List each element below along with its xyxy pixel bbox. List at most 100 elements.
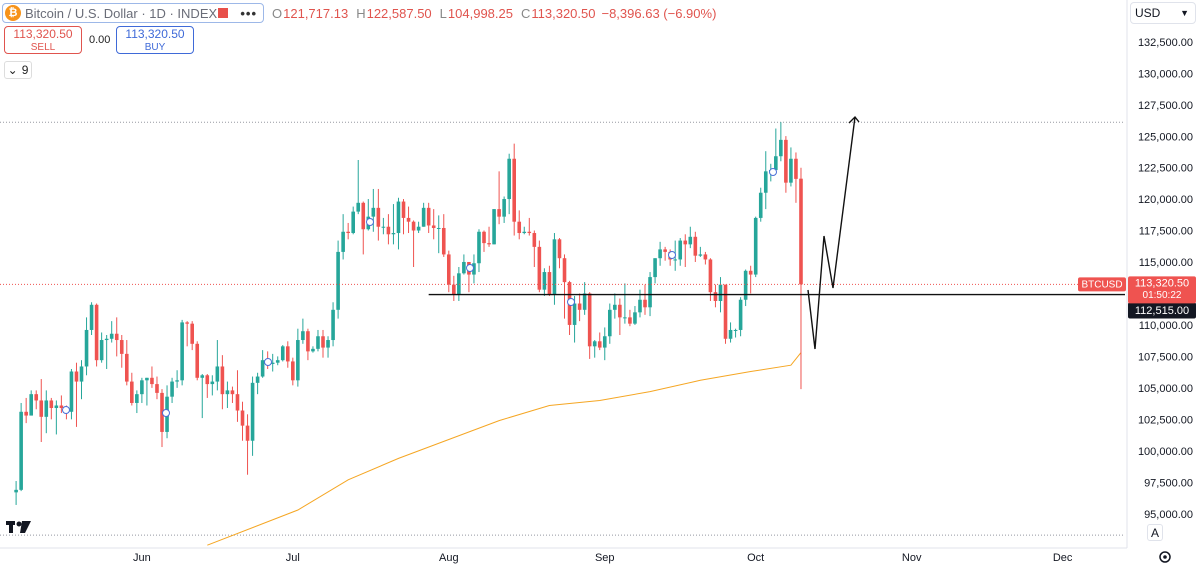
event-marker[interactable]	[62, 406, 70, 414]
candle-body	[210, 381, 215, 385]
candle-body	[54, 405, 59, 409]
indicators-toggle[interactable]: ⌄ 9	[4, 61, 32, 79]
candle-body	[109, 333, 114, 339]
buy-button[interactable]: 113,320.50 BUY	[116, 26, 194, 54]
candle-body	[155, 384, 159, 393]
candle-body	[371, 207, 376, 217]
candle-body	[195, 343, 200, 378]
candle-body	[743, 270, 748, 300]
ohlc-field: L104,998.25	[440, 6, 513, 21]
candle-body	[648, 277, 652, 308]
candle-body	[306, 331, 310, 352]
candle-body	[547, 272, 552, 295]
candle-body	[779, 139, 783, 157]
x-tick-label: Nov	[902, 552, 922, 564]
candle-body	[89, 304, 94, 330]
candle-body	[361, 202, 366, 230]
candle-body	[185, 322, 189, 324]
x-tick-label: Jun	[133, 552, 151, 564]
candle-body	[557, 239, 562, 259]
candle-body	[472, 263, 476, 275]
candle-body	[356, 202, 361, 212]
candle-body	[381, 226, 386, 228]
candle-body	[406, 217, 411, 222]
y-tick-label: 130,000.00	[1138, 68, 1193, 80]
candle-body	[24, 411, 28, 416]
candle-body	[618, 304, 622, 318]
candle-body	[607, 309, 612, 337]
candle-body	[150, 377, 154, 385]
candle-body	[215, 366, 220, 382]
candle-body	[723, 284, 728, 339]
candle-body	[421, 207, 426, 227]
candle-body	[346, 231, 350, 234]
candle-body	[190, 323, 194, 344]
candle-body	[79, 366, 84, 382]
candle-body	[225, 390, 230, 395]
candle-body	[673, 259, 678, 261]
candle-body	[522, 231, 527, 234]
y-tick-label: 115,000.00	[1139, 257, 1193, 269]
candle-body	[452, 284, 456, 295]
candle-body	[250, 382, 255, 441]
candle-body	[391, 233, 396, 235]
candle-body	[235, 394, 240, 411]
candle-body	[316, 336, 320, 349]
candle-body	[34, 394, 39, 401]
moving-average	[207, 352, 802, 546]
candle-body	[799, 178, 803, 285]
candle-body	[487, 243, 491, 245]
candle-body	[502, 199, 506, 217]
candle-body	[758, 192, 763, 218]
sell-button[interactable]: 113,320.50 SELL	[4, 26, 82, 54]
candle-body	[145, 377, 149, 381]
event-marker[interactable]	[769, 168, 777, 176]
candle-body	[683, 240, 688, 245]
candle-body	[794, 158, 798, 179]
candle-body	[718, 284, 723, 302]
event-marker[interactable]	[162, 409, 170, 417]
candle-body	[285, 346, 290, 362]
candle-body	[748, 270, 753, 275]
candle-body	[275, 360, 280, 363]
candle-body	[119, 340, 124, 354]
candle-body	[562, 258, 567, 283]
candle-body	[180, 322, 184, 381]
candle-body	[135, 394, 139, 403]
settings-icon[interactable]	[1159, 551, 1171, 563]
currency-select[interactable]: USD ▼	[1130, 2, 1196, 24]
projection-drawing[interactable]	[807, 115, 860, 350]
flag-icon[interactable]	[218, 8, 229, 18]
candle-body	[774, 156, 778, 171]
chevron: ⌄	[7, 63, 18, 77]
y-tick-label: 107,500.00	[1138, 352, 1193, 364]
candle-body	[512, 158, 516, 222]
event-marker[interactable]	[264, 358, 272, 366]
candle-body	[703, 254, 708, 260]
candle-body	[457, 273, 461, 295]
candle-body	[240, 410, 245, 426]
sell-price: 113,320.50	[13, 27, 73, 41]
symbol-tag-box	[1078, 277, 1126, 292]
ohlc-field: O121,717.13	[272, 6, 348, 21]
symbol-box[interactable]: ₿ Bitcoin / U.S. Dollar · 1D · INDEX •••	[2, 3, 264, 23]
candle-body	[401, 201, 406, 218]
candle-body	[14, 489, 18, 493]
event-markers	[62, 168, 777, 417]
candle-body	[542, 272, 547, 290]
y-tick-label: 122,500.00	[1138, 163, 1193, 175]
event-marker[interactable]	[366, 218, 374, 226]
event-marker[interactable]	[668, 251, 676, 259]
event-marker[interactable]	[466, 264, 474, 272]
line-label-box	[1128, 302, 1196, 319]
candle-body	[220, 366, 225, 395]
candle-body	[396, 201, 401, 234]
event-marker[interactable]	[567, 298, 575, 306]
x-tick-label: Sep	[595, 552, 615, 564]
ohlc-key: H	[356, 5, 366, 21]
more-button[interactable]: •••	[240, 5, 257, 21]
candle-body	[326, 340, 330, 348]
auto-scale-button[interactable]: A	[1147, 524, 1163, 541]
y-tick-label: 97,500.00	[1144, 477, 1193, 489]
